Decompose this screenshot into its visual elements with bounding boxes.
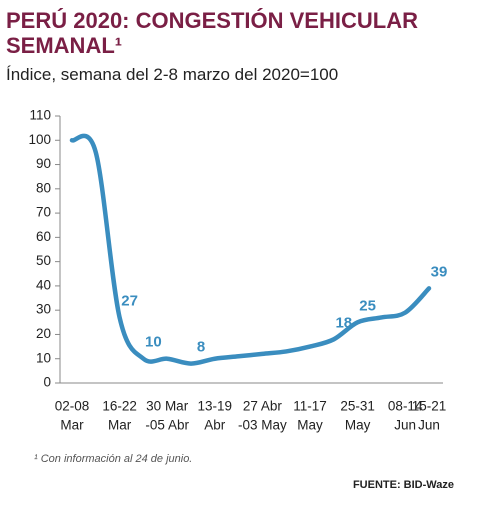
x-tick-label: 25-31 [340, 399, 375, 414]
y-tick-label: 80 [36, 180, 51, 195]
data-label: 10 [145, 334, 162, 351]
y-tick-label: 70 [36, 205, 51, 220]
x-tick-label: May [345, 418, 371, 433]
chart-title: PERÚ 2020: CONGESTIÓN VEHICULAR [6, 8, 418, 33]
y-tick-label: 110 [29, 108, 51, 123]
x-tick-label: -05 Abr [145, 418, 189, 433]
data-label: 8 [197, 339, 205, 356]
y-tick-label: 60 [36, 229, 51, 244]
x-tick-label: 16-22 [102, 399, 137, 414]
y-tick-label: 90 [36, 156, 51, 171]
x-tick-label: 15-21 [412, 399, 447, 414]
data-label: 18 [335, 314, 352, 331]
chart-title: SEMANAL¹ [6, 33, 122, 58]
x-tick-label: -03 May [238, 418, 287, 433]
data-label: 27 [121, 292, 138, 309]
data-label: 25 [359, 297, 376, 314]
x-tick-label: 13-19 [198, 399, 233, 414]
x-tick-label: May [297, 418, 323, 433]
y-tick-label: 20 [36, 326, 51, 341]
x-tick-label: Mar [108, 418, 132, 433]
y-tick-label: 10 [36, 350, 51, 365]
x-tick-label: Mar [60, 418, 84, 433]
x-tick-label: 27 Abr [243, 399, 283, 414]
source: FUENTE: BID-Waze [353, 479, 454, 491]
line [69, 133, 432, 366]
x-tick-label: Abr [204, 418, 226, 433]
y-tick-label: 50 [36, 253, 51, 268]
data-label: 39 [431, 263, 448, 280]
x-tick-label: 30 Mar [146, 399, 189, 414]
x-tick-label: Jun [394, 418, 416, 433]
x-tick-label: 11-17 [293, 399, 327, 414]
y-tick-label: 40 [36, 277, 51, 292]
y-tick-label: 0 [43, 375, 51, 390]
chart-subtitle: Índice, semana del 2-8 marzo del 2020=10… [6, 65, 338, 84]
footnote: ¹ Con información al 24 de junio. [34, 453, 192, 465]
x-tick-label: 02-08 [55, 399, 90, 414]
x-tick-label: Jun [418, 418, 440, 433]
y-tick-label: 30 [36, 302, 51, 317]
y-tick-label: 100 [28, 132, 51, 147]
x-tick-label: 08-14 [388, 399, 423, 414]
